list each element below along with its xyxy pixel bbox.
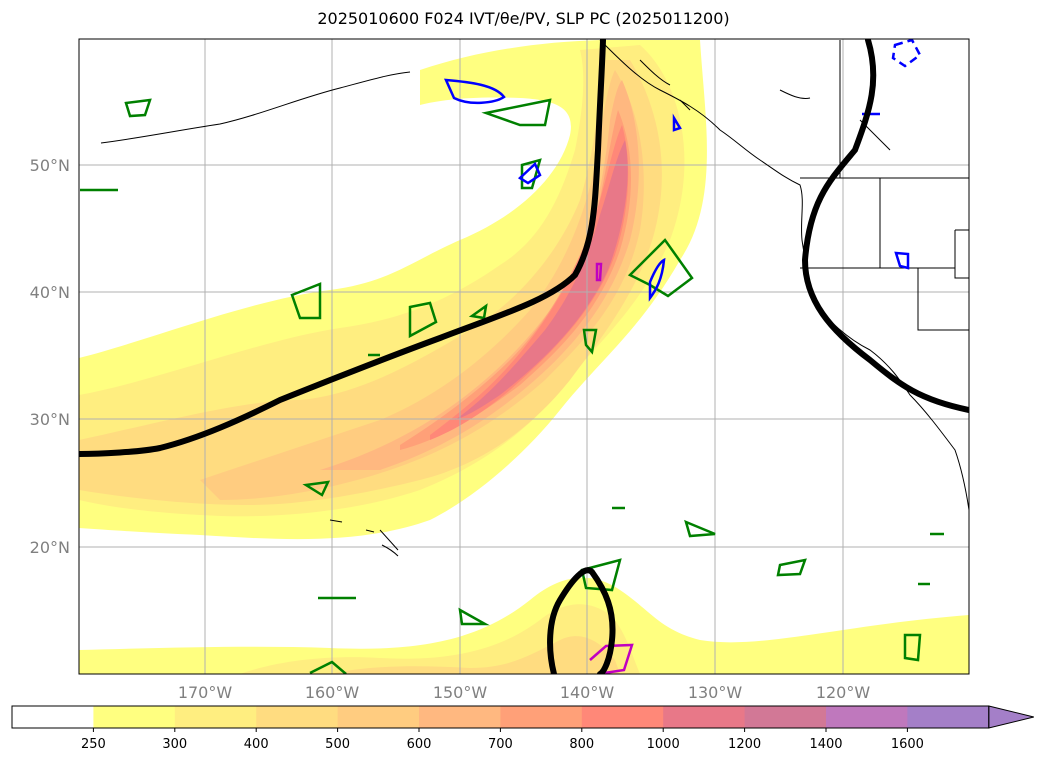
lat-label-30n: 30°N — [30, 410, 70, 429]
colorbar-tick-label: 600 — [407, 737, 432, 752]
lat-label-50n: 50°N — [30, 156, 70, 175]
colorbar-segment — [500, 706, 583, 728]
colorbar-segment — [826, 706, 908, 728]
map-panel — [79, 39, 969, 674]
colorbar-tick-label: 400 — [244, 737, 269, 752]
lon-label-130w: 130°W — [688, 683, 743, 702]
colorbar-segment — [581, 706, 664, 728]
colorbar-tick-label: 1200 — [728, 737, 761, 752]
lon-label-120w: 120°W — [816, 683, 871, 702]
colorbar-segment — [12, 706, 94, 728]
colorbar-tick-label: 250 — [81, 737, 106, 752]
colorbar-segment — [419, 706, 501, 728]
colorbar-segment — [907, 706, 990, 728]
lon-label-160w: 160°W — [305, 683, 360, 702]
ivt-filled-contours — [79, 40, 969, 674]
map-title: 2025010600 F024 IVT/θe/PV, SLP PC (20250… — [317, 9, 730, 28]
colorbar-extend-arrow — [988, 705, 1034, 729]
lon-label-170w: 170°W — [178, 683, 233, 702]
colorbar-tick-label: 700 — [488, 737, 513, 752]
colorbar-segment — [174, 706, 257, 728]
colorbar-tick-label: 300 — [162, 737, 187, 752]
colorbar-segment — [337, 706, 420, 728]
lon-label-150w: 150°W — [433, 683, 488, 702]
slp-contours — [79, 39, 969, 674]
colorbar-tick-label: 1600 — [891, 737, 924, 752]
colorbar-tick-label: 800 — [569, 737, 594, 752]
magenta-contours — [589, 262, 634, 674]
blue-contours — [444, 39, 922, 302]
colorbar-tick-label: 1000 — [647, 737, 680, 752]
colorbar-segment — [663, 706, 746, 728]
colorbar-segment — [256, 706, 339, 728]
coastlines — [100, 39, 969, 557]
colorbar-segment — [744, 706, 827, 728]
map-frame — [78, 38, 970, 675]
lat-label-20n: 20°N — [30, 538, 70, 557]
colorbar-tick-label: 1400 — [809, 737, 842, 752]
colorbar-tick-label: 500 — [325, 737, 350, 752]
lon-label-140w: 140°W — [560, 683, 615, 702]
gridlines — [79, 39, 969, 674]
lat-label-40n: 40°N — [30, 283, 70, 302]
colorbar-segment — [93, 706, 176, 728]
ivt-colorbar: 250 300 400 500 600 700 800 1000 1200 1400 1600 — [11, 705, 1034, 752]
